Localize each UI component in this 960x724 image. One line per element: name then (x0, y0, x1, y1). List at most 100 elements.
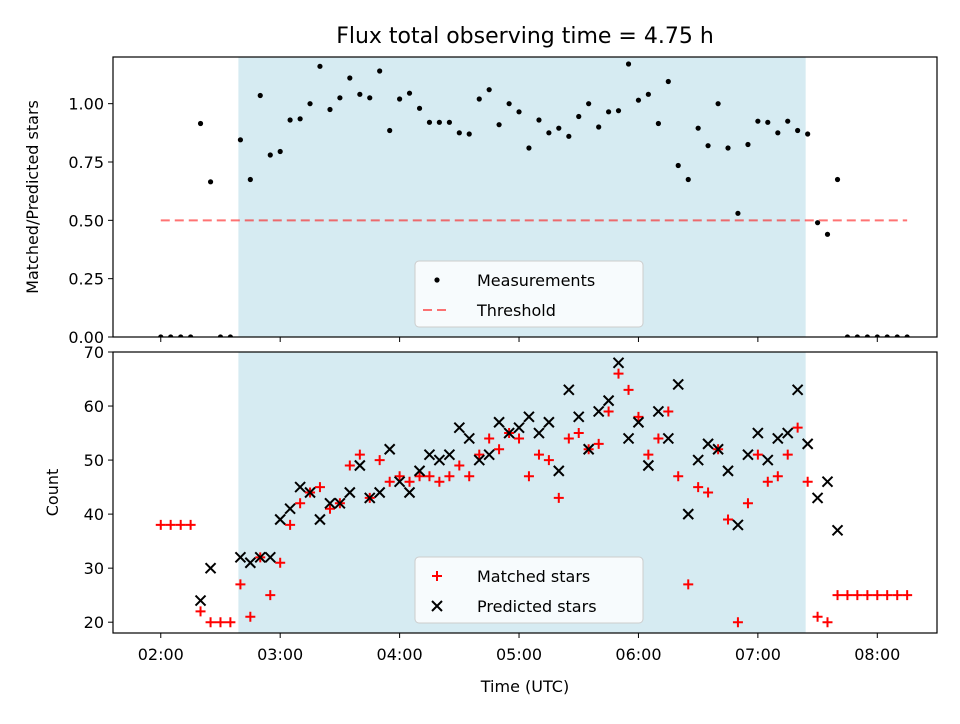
predicted-star-point (692, 454, 704, 466)
measurement-point (347, 75, 353, 81)
matched-star-point (703, 487, 714, 498)
matched-star-point (314, 482, 325, 493)
measurement-point (317, 63, 323, 69)
measurement-point (287, 117, 293, 123)
matched-star-point (653, 433, 664, 444)
y-tick-label: 40 (84, 505, 104, 524)
predicted-star-point (314, 513, 326, 526)
predicted-star-point (334, 497, 346, 510)
measurement-point (576, 113, 582, 120)
matched-star-point (553, 492, 564, 503)
measurement-point (456, 130, 462, 136)
plot-area (155, 357, 913, 628)
measurement-point (476, 96, 482, 102)
matched-star-point (623, 384, 634, 395)
predicted-star-point (264, 551, 276, 564)
predicted-star-point (413, 465, 426, 477)
axes-frame (112, 351, 938, 634)
predicted-star-point (503, 427, 515, 439)
predicted-star-point (632, 416, 645, 428)
measurement-point (894, 334, 900, 337)
y-tick-label: 50 (84, 451, 104, 470)
matched-star-point (523, 471, 534, 482)
predicted-star-point (742, 448, 754, 461)
matched-star-point (732, 617, 743, 628)
matched-star-point (593, 438, 604, 449)
matched-star-point (215, 617, 226, 628)
measurement-point (755, 118, 761, 124)
predicted-star-point (354, 459, 366, 472)
matched-star-point (295, 498, 306, 509)
measurement-point (635, 97, 642, 103)
predicted-star-point (672, 378, 684, 391)
matched-star-point (175, 519, 186, 530)
y-axis-label: Matched/Predicted stars (23, 100, 42, 294)
measurement-point (387, 127, 393, 134)
measurement-point (207, 179, 214, 185)
top-panel: 0.00 0.25 0.50 0.75 1.00 Matched/Predicted st… (23, 56, 938, 347)
measurement-point (297, 116, 303, 122)
y-tick-label: 0.25 (68, 270, 104, 289)
predicted-star-point (732, 519, 744, 531)
predicted-star-point (344, 486, 356, 499)
measurement-point (904, 334, 910, 337)
predicted-star-point (573, 411, 585, 423)
measurement-point (705, 143, 711, 149)
legend-box (414, 260, 644, 328)
matched-star-point (693, 482, 704, 493)
measurement-point (834, 176, 841, 183)
x-axis-label: Time (UTC) (480, 677, 569, 696)
measurement-point (715, 101, 721, 107)
matched-star-point (772, 471, 783, 482)
matched-star-point (573, 428, 584, 439)
matched-star-point (812, 611, 823, 622)
measurement-point (795, 127, 801, 134)
x-tick-label: 02:00 (138, 645, 184, 664)
predicted-star-point (712, 443, 724, 455)
legend-box (414, 556, 644, 624)
measurement-point (566, 133, 572, 139)
matched-star-point (723, 514, 734, 525)
matched-star-point (265, 590, 276, 601)
predicted-star-point (194, 594, 207, 607)
measurement-point (884, 334, 890, 337)
measurement-point (765, 119, 771, 125)
matched-star-point (384, 476, 395, 487)
predicted-star-point (274, 513, 286, 526)
predicted-star-point (772, 432, 784, 445)
legend-predicted-marker (431, 600, 443, 612)
predicted-star-point (523, 411, 535, 423)
legend: Matched stars Predicted stars (414, 556, 644, 624)
measurement-point (615, 108, 622, 114)
matched-star-point (165, 519, 176, 530)
measurement-point (824, 231, 831, 237)
measurement-point (655, 120, 661, 127)
bottom-panel: 20 30 40 50 60 70 02:00 03:00 04:00 05:00 06:00 07:… (43, 343, 938, 696)
y-axis-label: Count (43, 469, 62, 517)
matched-star-point (235, 579, 246, 590)
measurement-point (516, 109, 522, 115)
predicted-star-point (364, 492, 376, 504)
measurement-point (645, 91, 651, 97)
x-tick-label: 05:00 (496, 645, 542, 664)
matched-star-point (404, 476, 415, 487)
predicted-star-point (234, 551, 247, 564)
predicted-star-point (801, 438, 814, 450)
y-tick-label: 0.50 (68, 211, 104, 230)
matched-star-point (563, 433, 574, 444)
matched-star-point (205, 617, 216, 628)
predicted-star-point (642, 459, 655, 472)
measurement-point (605, 109, 612, 115)
matched-star-point (832, 590, 843, 601)
predicted-star-point (662, 432, 675, 445)
matched-star-point (802, 476, 813, 487)
legend-label: Predicted stars (477, 597, 597, 616)
matched-star-point (673, 471, 684, 482)
measurement-point (864, 334, 870, 337)
predicted-star-point (324, 497, 336, 510)
measurement-point (506, 101, 512, 107)
measurement-point (158, 334, 164, 337)
measurement-point (188, 334, 194, 337)
measurement-point (805, 131, 811, 137)
